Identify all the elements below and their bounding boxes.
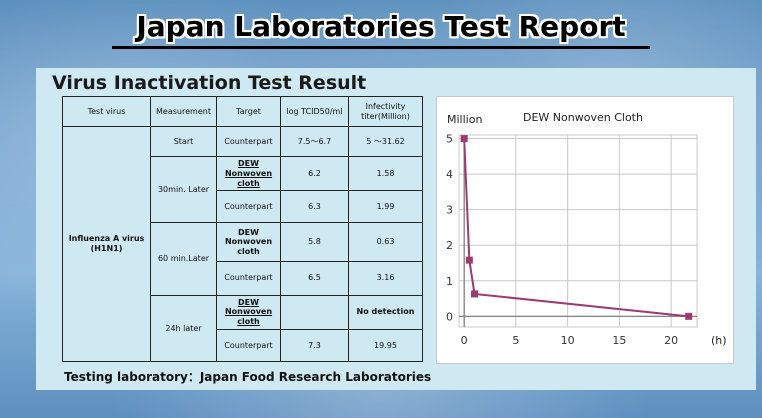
x-tick-label: 5 [512,334,519,347]
header-test-virus: Test virus [62,95,151,128]
y-tick-label: 1 [446,275,453,288]
measurement-cell: 60 min.Later [150,222,217,296]
results-table: Test virus Measurement Target log TCID50… [62,95,423,363]
titer-cell: 1.99 [348,190,423,224]
titer-cell: No detection [348,294,423,330]
y-tick-label: 4 [446,168,453,181]
log-cell: 7.3 [280,328,349,363]
y-tick-label: 3 [446,204,453,217]
plot-area [458,134,698,328]
target-cell: Counterpart [216,190,281,224]
header-titer: Infectivity titer(Million) [348,95,423,128]
y-axis-label: Million [447,113,482,126]
x-tick-label: 15 [612,334,626,347]
data-point-marker [465,256,473,264]
table-row: Counterpart 6.5 3.16 [63,260,423,296]
log-cell [280,294,349,330]
target-cell: DEW Nonwoven cloth [216,156,281,192]
titer-cell: 5 ～31.62 [348,126,423,158]
data-point-marker [460,135,468,143]
report-title: Japan Laboratories Test Report [136,10,626,43]
y-tick-label: 0 [446,310,453,323]
table-row: 60 min.Later DEW Nonwoven cloth 5.8 0.63 [63,222,423,296]
data-point-marker [471,290,479,298]
measurement-cell: 24h later [150,294,217,363]
x-tick-label: 20 [664,334,678,347]
titer-chart: 0 1 2 3 4 5 0 5 10 15 20 Million DEW Nonwoven Cloth (… [436,96,734,364]
section-subtitle: Virus Inactivation Test Result [52,72,367,94]
y-tick-label: 5 [446,133,453,146]
target-cell: Counterpart [216,126,281,158]
title-underline [112,46,650,49]
series-line [463,138,689,318]
chart-svg: 0 1 2 3 4 5 0 5 10 15 20 Million DEW Nonwoven Cloth (… [446,111,727,347]
chart-title: DEW Nonwoven Cloth [523,111,643,124]
titer-cell: 3.16 [348,260,423,296]
log-cell: 5.8 [280,222,349,262]
testing-laboratory-note: Testing laboratory：Japan Food Research L… [64,370,432,384]
x-tick-label: 0 [461,334,468,347]
table-row: 30min. Later DEW Nonwoven cloth 6.2 1.58 [63,156,423,224]
header-measurement: Measurement [150,95,217,128]
x-tick-label: 10 [561,334,575,347]
measurement-cell: 30min. Later [150,156,217,224]
target-cell: Counterpart [216,260,281,296]
log-cell: 6.5 [280,260,349,296]
data-point-marker [685,312,693,320]
table-row: Influenza A virus (H1N1) Start Counterpa… [62,126,423,362]
target-cell: Counterpart [216,328,281,363]
log-cell: 6.2 [280,156,349,192]
titer-cell: 19.95 [348,328,423,363]
log-cell: 7.5～6.7 [280,126,349,158]
titer-cell: 1.58 [348,156,423,192]
y-tick-label: 2 [446,239,453,252]
header-target: Target [216,95,281,128]
x-axis-label: (h) [711,334,727,347]
log-cell: 6.3 [280,190,349,224]
table-row: Counterpart 7.3 19.95 [63,328,423,363]
virus-name-cell: Influenza A virus (H1N1) [62,126,151,362]
table-header-row: Test virus Measurement Target log TCID50… [62,95,423,128]
table-row: Counterpart 6.3 1.99 [63,190,423,224]
measurement-cell: Start [150,126,217,158]
target-cell: DEW Nonwoven cloth [216,222,281,262]
target-cell: DEW Nonwoven cloth [216,294,281,330]
table-row: 24h later DEW Nonwoven cloth No detectio… [63,294,423,363]
titer-cell: 0.63 [348,222,423,262]
header-log: log TCID50/ml [280,95,349,128]
